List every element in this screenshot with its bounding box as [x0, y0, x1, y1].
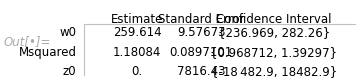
Text: 9.57673: 9.57673 — [177, 26, 225, 40]
Text: 0.: 0. — [131, 65, 143, 78]
Text: z0: z0 — [63, 65, 77, 78]
Text: 0.0897101: 0.0897101 — [169, 46, 233, 59]
Text: {-18 482.9, 18482.9}: {-18 482.9, 18482.9} — [211, 65, 337, 78]
Text: 259.614: 259.614 — [113, 26, 161, 40]
Text: Msquared: Msquared — [19, 46, 77, 59]
Text: Out[•]=: Out[•]= — [4, 35, 51, 48]
Text: {236.969, 282.26}: {236.969, 282.26} — [218, 26, 330, 40]
Text: Confidence Interval: Confidence Interval — [216, 14, 332, 26]
Text: 7816.43: 7816.43 — [177, 65, 225, 78]
Text: Standard Error: Standard Error — [158, 14, 244, 26]
Text: w0: w0 — [59, 26, 77, 40]
Text: Estimate: Estimate — [111, 14, 163, 26]
Text: 1.18084: 1.18084 — [113, 46, 161, 59]
Text: {0.968712, 1.39297}: {0.968712, 1.39297} — [210, 46, 337, 59]
